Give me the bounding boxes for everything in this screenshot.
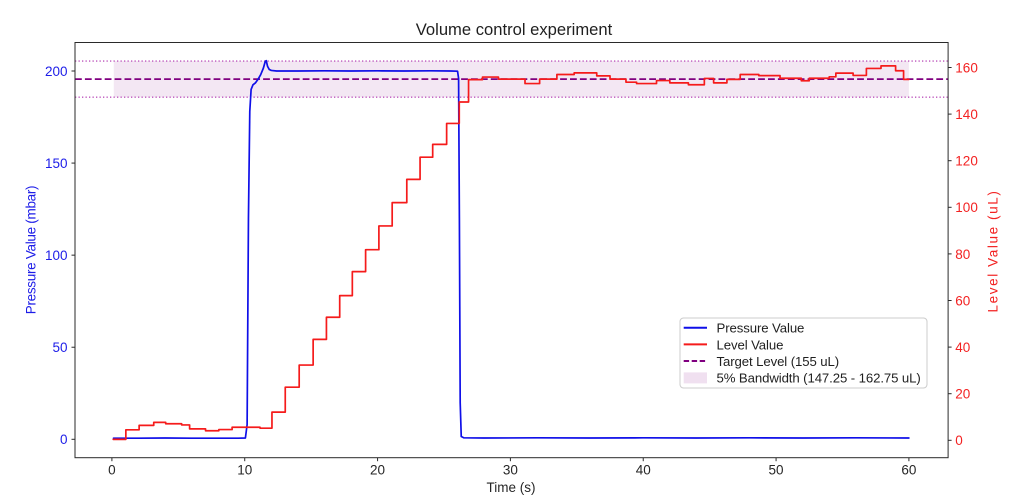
- svg-text:0: 0: [108, 463, 116, 478]
- svg-text:Level Value: Level Value: [717, 337, 784, 352]
- svg-text:Target Level (155 uL): Target Level (155 uL): [717, 354, 840, 369]
- svg-text:40: 40: [955, 340, 970, 355]
- svg-text:Level Value (uL): Level Value (uL): [986, 190, 1001, 313]
- svg-text:50: 50: [769, 463, 784, 478]
- svg-text:Time (s): Time (s): [487, 480, 536, 495]
- svg-text:60: 60: [955, 293, 970, 308]
- svg-text:20: 20: [955, 387, 970, 402]
- svg-text:50: 50: [52, 340, 67, 355]
- svg-text:30: 30: [503, 463, 518, 478]
- svg-text:0: 0: [955, 433, 963, 448]
- svg-text:5% Bandwidth (147.25 - 162.75: 5% Bandwidth (147.25 - 162.75 uL): [717, 371, 921, 386]
- svg-text:120: 120: [955, 154, 978, 169]
- svg-text:Volume control experiment: Volume control experiment: [416, 20, 613, 39]
- svg-text:Pressure Value: Pressure Value: [717, 321, 805, 336]
- svg-text:200: 200: [45, 64, 68, 79]
- svg-text:100: 100: [45, 248, 68, 263]
- svg-text:10: 10: [237, 463, 252, 478]
- svg-text:80: 80: [955, 247, 970, 262]
- svg-text:100: 100: [955, 200, 978, 215]
- svg-text:20: 20: [370, 463, 385, 478]
- svg-text:0: 0: [60, 432, 68, 447]
- svg-text:140: 140: [955, 107, 978, 122]
- svg-text:40: 40: [636, 463, 651, 478]
- svg-text:60: 60: [901, 463, 916, 478]
- svg-text:160: 160: [955, 60, 978, 75]
- svg-text:Pressure Value (mbar): Pressure Value (mbar): [24, 186, 39, 315]
- svg-text:150: 150: [45, 156, 68, 171]
